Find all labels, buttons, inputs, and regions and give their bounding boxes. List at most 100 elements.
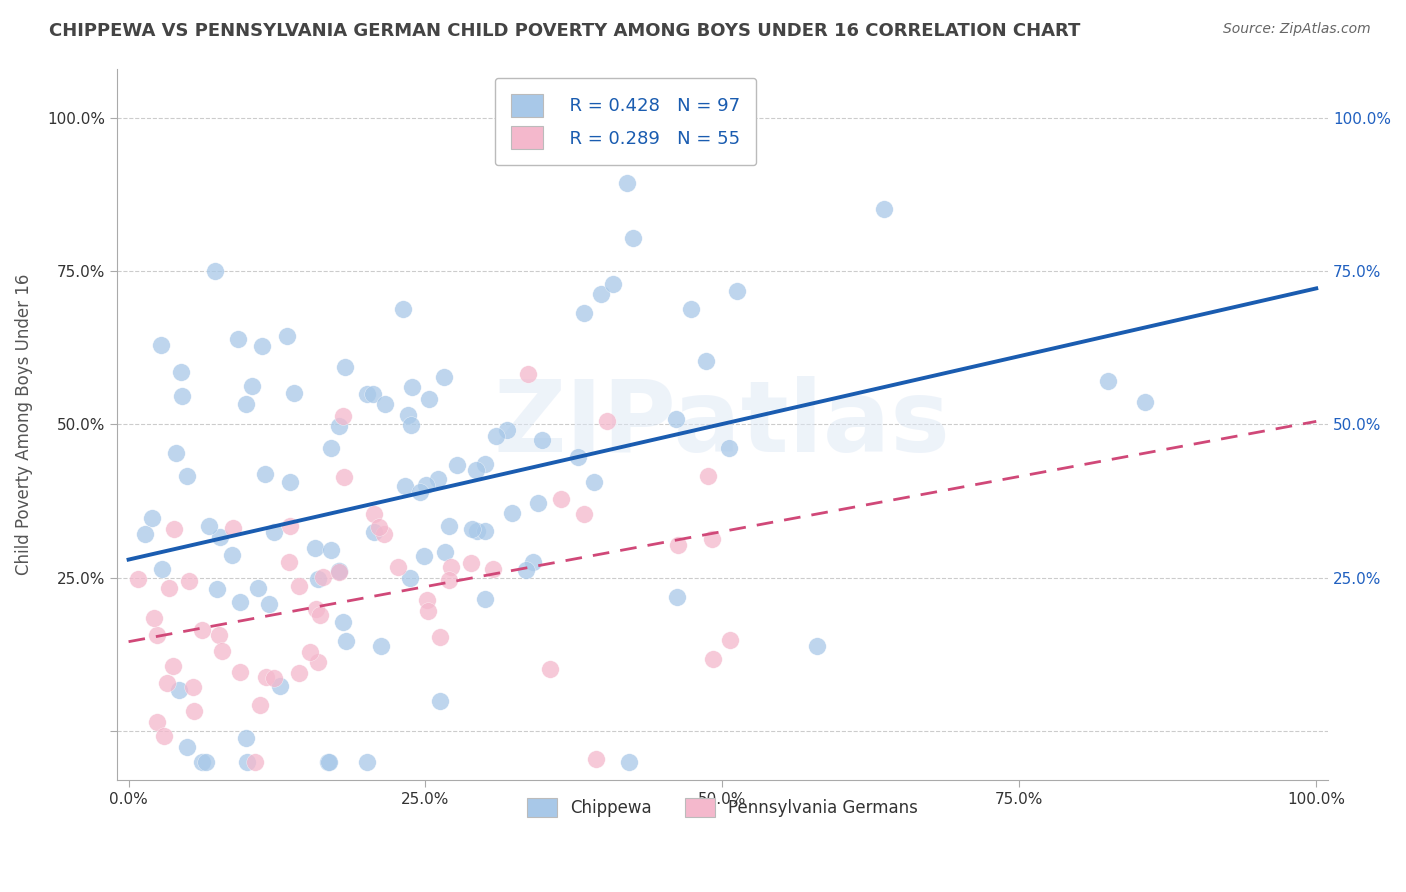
Point [211,644,233,658]
Point [263,671,285,685]
Point [437,519,460,533]
Point [299,645,322,659]
Point [356,387,378,401]
Point [416,604,439,618]
Point [269,680,291,694]
Point [253,467,276,481]
Point [434,544,457,558]
Point [332,409,354,424]
Point [725,284,748,298]
Point [328,566,350,580]
Point [288,579,311,593]
Point [461,522,484,536]
Point [872,202,894,216]
Point [806,640,828,654]
Point [401,380,423,394]
Point [249,698,271,712]
Point [572,507,595,521]
Point [356,755,378,769]
Point [319,542,342,557]
Point [134,527,156,541]
Point [208,627,231,641]
Point [170,365,193,379]
Point [1135,395,1157,409]
Point [696,469,718,483]
Point [328,418,350,433]
Point [418,392,440,406]
Point [591,287,613,301]
Point [280,475,302,489]
Point [278,555,301,569]
Point [474,457,496,471]
Point [235,731,257,746]
Point [191,755,214,769]
Point [666,590,689,604]
Point [585,751,607,765]
Point [288,666,311,681]
Point [143,610,166,624]
Point [246,581,269,595]
Point [254,670,277,684]
Text: CHIPPEWA VS PENNSYLVANIA GERMAN CHILD POVERTY AMONG BOYS UNDER 16 CORRELATION CH: CHIPPEWA VS PENNSYLVANIA GERMAN CHILD PO… [49,22,1081,40]
Point [695,354,717,368]
Point [194,755,217,769]
Point [481,562,503,576]
Point [236,755,259,769]
Point [367,520,389,534]
Point [176,468,198,483]
Point [666,538,689,552]
Point [309,607,332,622]
Point [150,338,173,352]
Point [332,469,354,483]
Point [374,397,396,411]
Point [616,176,638,190]
Point [621,231,644,245]
Point [440,560,463,574]
Y-axis label: Child Poverty Among Boys Under 16: Child Poverty Among Boys Under 16 [15,274,32,575]
Point [181,680,204,694]
Point [361,387,384,401]
Point [437,573,460,587]
Point [370,639,392,653]
Point [335,633,357,648]
Point [409,484,432,499]
Point [204,264,226,278]
Point [183,704,205,718]
Point [283,386,305,401]
Point [205,582,228,597]
Point [278,518,301,533]
Point [363,507,385,521]
Point [276,329,298,343]
Point [177,574,200,588]
Point [304,541,326,556]
Point [198,518,221,533]
Point [718,632,741,647]
Point [583,475,606,490]
Point [432,370,454,384]
Point [416,592,439,607]
Point [190,623,212,637]
Point [242,379,264,393]
Legend: Chippewa, Pennsylvania Germans: Chippewa, Pennsylvania Germans [519,789,927,825]
Point [167,683,190,698]
Point [229,595,252,609]
Point [495,423,517,437]
Point [465,463,488,477]
Point [321,442,343,456]
Point [157,581,180,595]
Point [526,496,548,510]
Point [550,491,572,506]
Point [429,630,451,644]
Point [222,521,245,535]
Point [474,592,496,607]
Point [401,418,423,433]
Point [209,530,232,544]
Point [538,661,561,675]
Point [328,564,350,578]
Point [501,507,523,521]
Point [596,413,619,427]
Point [243,755,266,769]
Point [307,573,329,587]
Text: ZIPatlas: ZIPatlas [494,376,950,473]
Point [221,548,243,562]
